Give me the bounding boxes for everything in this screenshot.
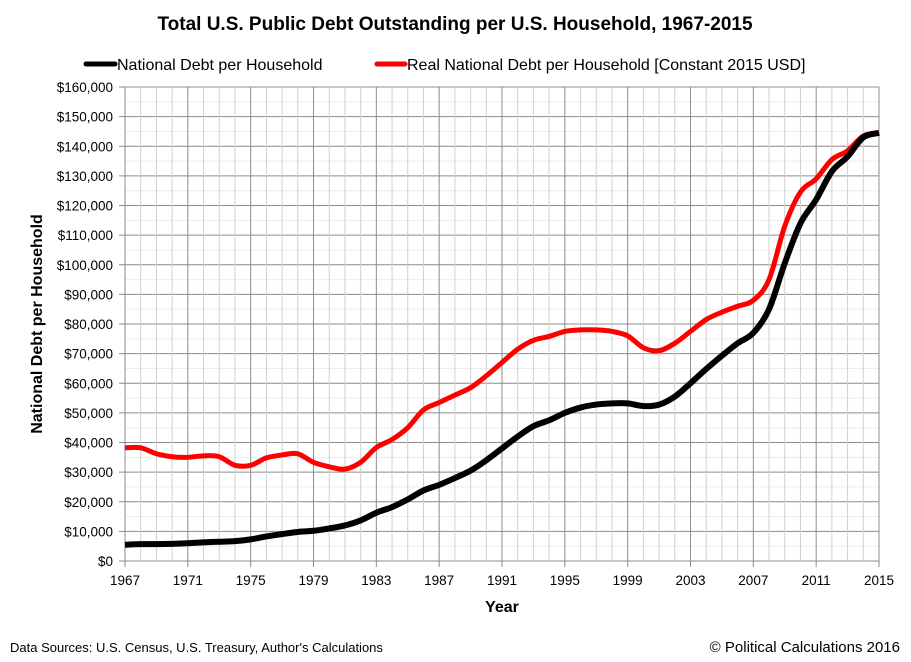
y-tick-label: $60,000: [64, 376, 113, 391]
y-tick-label: $80,000: [64, 317, 113, 332]
x-tick-label: 1995: [550, 573, 580, 588]
y-tick-label: $40,000: [64, 436, 113, 451]
y-axis-ticks: $0 $10,000 $20,000 $30,000 $40,000 $50,000 $60…: [57, 80, 113, 569]
chart-title: Total U.S. Public Debt Outstanding per U…: [157, 14, 753, 35]
legend: National Debt per Household Real Nationa…: [83, 57, 805, 74]
y-tick-label: $30,000: [64, 465, 113, 480]
y-tick-label: $100,000: [57, 258, 113, 273]
y-tick-label: $50,000: [64, 406, 113, 421]
series-lines: [124, 129, 880, 548]
x-tick-label: 1991: [487, 573, 517, 588]
y-tick-label: $140,000: [57, 139, 113, 154]
x-tick-label: 1999: [613, 573, 643, 588]
data-sources: Data Sources: U.S. Census, U.S. Treasury…: [10, 640, 383, 655]
y-tick-label: $0: [98, 554, 113, 569]
y-tick-label: $160,000: [57, 80, 113, 95]
x-tick-label: 1971: [173, 573, 203, 588]
y-tick-label: $110,000: [58, 228, 113, 243]
x-tick-label: 2003: [675, 573, 705, 588]
copyright: © Political Calculations 2016: [710, 639, 900, 656]
series-line-real-debt: [124, 130, 880, 472]
y-tick-label: $20,000: [64, 495, 113, 510]
y-tick-label: $120,000: [57, 199, 113, 214]
x-tick-label: 2007: [738, 573, 768, 588]
grid: [119, 86, 880, 567]
y-tick-label: $150,000: [57, 110, 113, 125]
x-tick-label: 1967: [110, 573, 140, 588]
x-tick-label: 1975: [236, 573, 266, 588]
y-tick-label: $70,000: [64, 347, 113, 362]
x-tick-label: 2011: [802, 573, 831, 588]
x-tick-label: 1979: [298, 573, 328, 588]
series-line-national-debt: [124, 129, 880, 548]
y-tick-label: $90,000: [64, 287, 113, 302]
legend-label-real: Real National Debt per Household [Consta…: [407, 57, 805, 74]
x-axis-label: Year: [485, 599, 519, 616]
y-tick-label: $130,000: [57, 169, 113, 184]
x-tick-label: 1987: [424, 573, 454, 588]
x-tick-label: 2015: [864, 573, 894, 588]
x-tick-label: 1983: [361, 573, 391, 588]
y-axis-label: National Debt per Household: [29, 214, 46, 434]
x-axis-ticks: 1967 1971 1975 1979 1983 1987 1991 1995 1999 2003…: [110, 573, 894, 588]
y-tick-label: $10,000: [64, 524, 113, 539]
legend-label-national: National Debt per Household: [117, 57, 322, 74]
